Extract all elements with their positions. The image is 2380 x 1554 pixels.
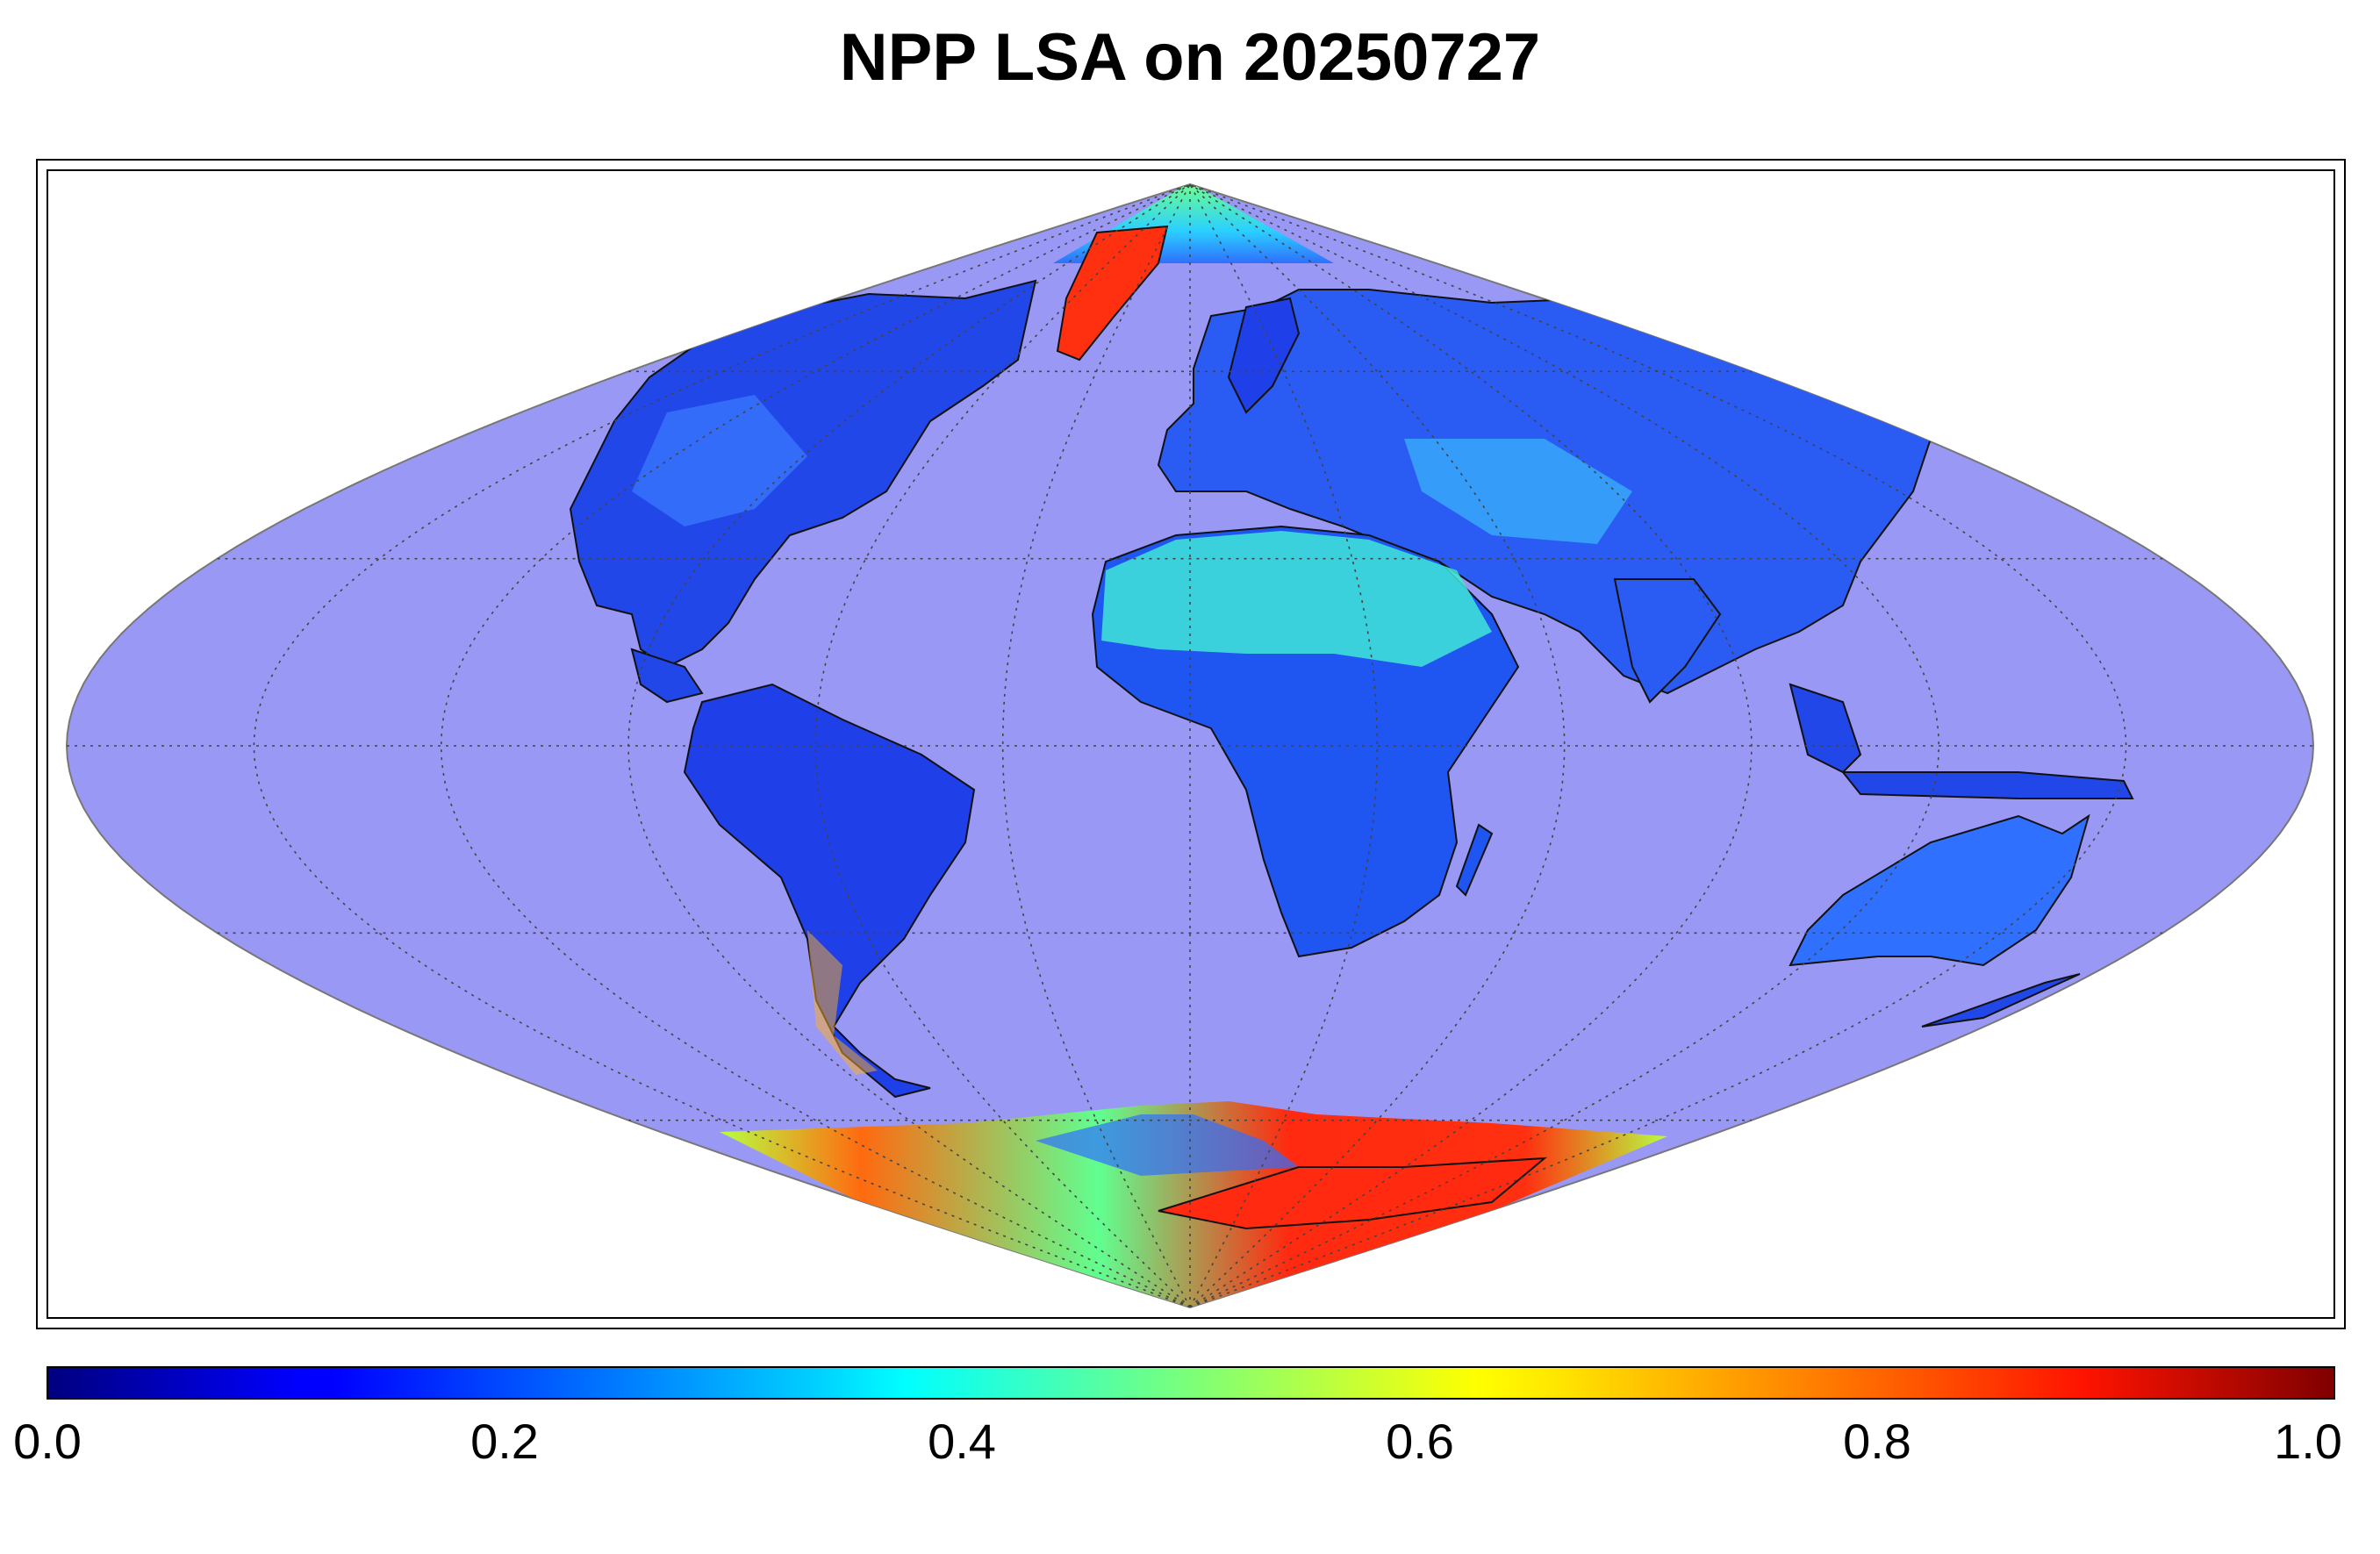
graticule bbox=[67, 184, 2313, 1307]
antarctica bbox=[1158, 1157, 1547, 1230]
meridian-line bbox=[1189, 184, 1753, 1307]
meridian-line bbox=[814, 184, 1191, 1307]
meridian-line bbox=[1189, 184, 1940, 1307]
india bbox=[1613, 578, 1722, 704]
indonesia bbox=[1840, 771, 2134, 799]
colorbar-tick-label: 0.6 bbox=[1386, 1414, 1454, 1469]
inner-frame bbox=[47, 169, 2335, 1319]
central-asia-deserts bbox=[1404, 439, 1632, 544]
meridian-line bbox=[1189, 184, 1379, 1307]
meridian-line bbox=[1189, 184, 1566, 1307]
madagascar bbox=[1455, 823, 1494, 897]
colorbar-tick-label: 0.0 bbox=[13, 1414, 82, 1469]
andes-snow bbox=[807, 930, 878, 1075]
meridian-line bbox=[1001, 184, 1191, 1307]
colorbar-tick-label: 1.0 bbox=[2274, 1414, 2342, 1469]
outer-frame bbox=[36, 159, 2346, 1329]
new-zealand bbox=[1921, 973, 2081, 1028]
colorbar-tick-label: 0.2 bbox=[470, 1414, 539, 1469]
meridian-line bbox=[627, 184, 1191, 1307]
central-america bbox=[630, 648, 704, 704]
colorbar-tick-label: 0.8 bbox=[1843, 1414, 1911, 1469]
indochina bbox=[1789, 683, 1862, 774]
north-america bbox=[569, 279, 1037, 669]
map-title: NPP LSA on 20250727 bbox=[839, 20, 1541, 95]
meridian-line bbox=[440, 184, 1191, 1307]
colorbar-tick-label: 0.4 bbox=[928, 1414, 996, 1469]
colorbar bbox=[47, 1366, 2335, 1400]
sahara-arabia bbox=[1101, 531, 1492, 667]
scandinavia bbox=[1227, 297, 1301, 414]
south-america bbox=[683, 683, 976, 1099]
land-layer bbox=[67, 184, 2313, 1307]
australia bbox=[1789, 813, 2090, 967]
